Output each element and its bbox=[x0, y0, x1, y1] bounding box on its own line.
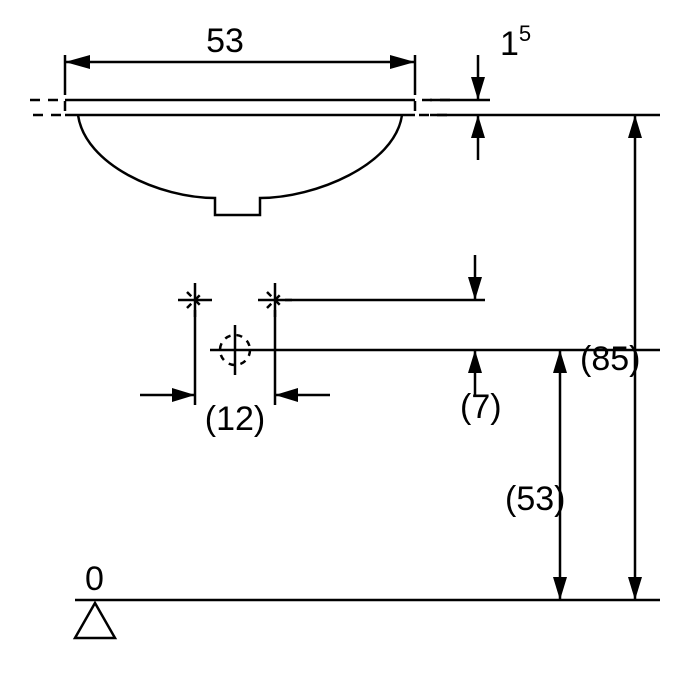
dim-total-height: (85) bbox=[580, 115, 642, 600]
dim-rim-label: 1 bbox=[500, 25, 519, 63]
crosshair-lower bbox=[210, 325, 260, 375]
dim-centers-label: (12) bbox=[205, 400, 265, 438]
dim-rim-sup: 5 bbox=[519, 21, 531, 46]
datum-triangle bbox=[75, 603, 115, 638]
countertop-right-dashed bbox=[415, 100, 450, 115]
dim-lower-height: (53) bbox=[505, 350, 567, 600]
dim-rim-height: 15 bbox=[430, 21, 660, 160]
basin-profile bbox=[78, 115, 402, 215]
dim-width-top: 53 bbox=[65, 22, 415, 95]
technical-drawing: 53 15 bbox=[0, 0, 700, 700]
dim-width-top-label: 53 bbox=[206, 22, 244, 60]
countertop-left-dashed bbox=[30, 100, 65, 115]
svg-text:15: 15 bbox=[500, 21, 531, 63]
dim-depth-small-label: (7) bbox=[460, 388, 502, 426]
floor: 0 bbox=[75, 560, 660, 638]
dim-lower-label: (53) bbox=[505, 480, 565, 518]
dim-total-label: (85) bbox=[580, 340, 640, 378]
floor-label: 0 bbox=[85, 560, 104, 598]
